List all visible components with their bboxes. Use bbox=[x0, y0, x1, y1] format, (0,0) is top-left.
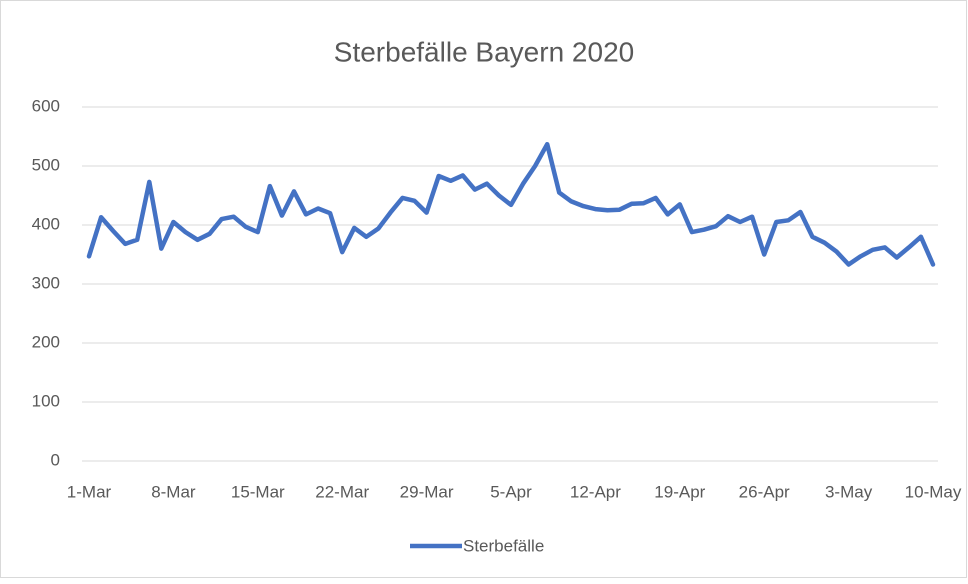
x-tick-label: 15-Mar bbox=[231, 482, 285, 501]
x-tick-label: 1-Mar bbox=[67, 482, 112, 501]
y-tick-label: 400 bbox=[32, 214, 60, 233]
x-tick-label: 19-Apr bbox=[654, 482, 705, 501]
y-tick-label: 300 bbox=[32, 273, 60, 292]
y-tick-label: 0 bbox=[51, 450, 60, 469]
x-tick-label: 5-Apr bbox=[490, 482, 532, 501]
x-tick-label: 8-Mar bbox=[151, 482, 196, 501]
x-tick-label: 3-May bbox=[825, 482, 873, 501]
x-tick-label: 12-Apr bbox=[570, 482, 621, 501]
x-tick-label: 29-Mar bbox=[400, 482, 454, 501]
x-tick-label: 26-Apr bbox=[739, 482, 790, 501]
y-tick-label: 200 bbox=[32, 332, 60, 351]
data-line bbox=[86, 141, 936, 267]
y-tick-label: 600 bbox=[32, 96, 60, 115]
x-tick-label: 10-May bbox=[905, 482, 962, 501]
y-tick-label: 100 bbox=[32, 391, 60, 410]
x-tick-label: 22-Mar bbox=[315, 482, 369, 501]
chart-title: Sterbefälle Bayern 2020 bbox=[334, 36, 634, 67]
y-tick-label: 500 bbox=[32, 155, 60, 174]
legend-label: Sterbefälle bbox=[463, 536, 544, 555]
